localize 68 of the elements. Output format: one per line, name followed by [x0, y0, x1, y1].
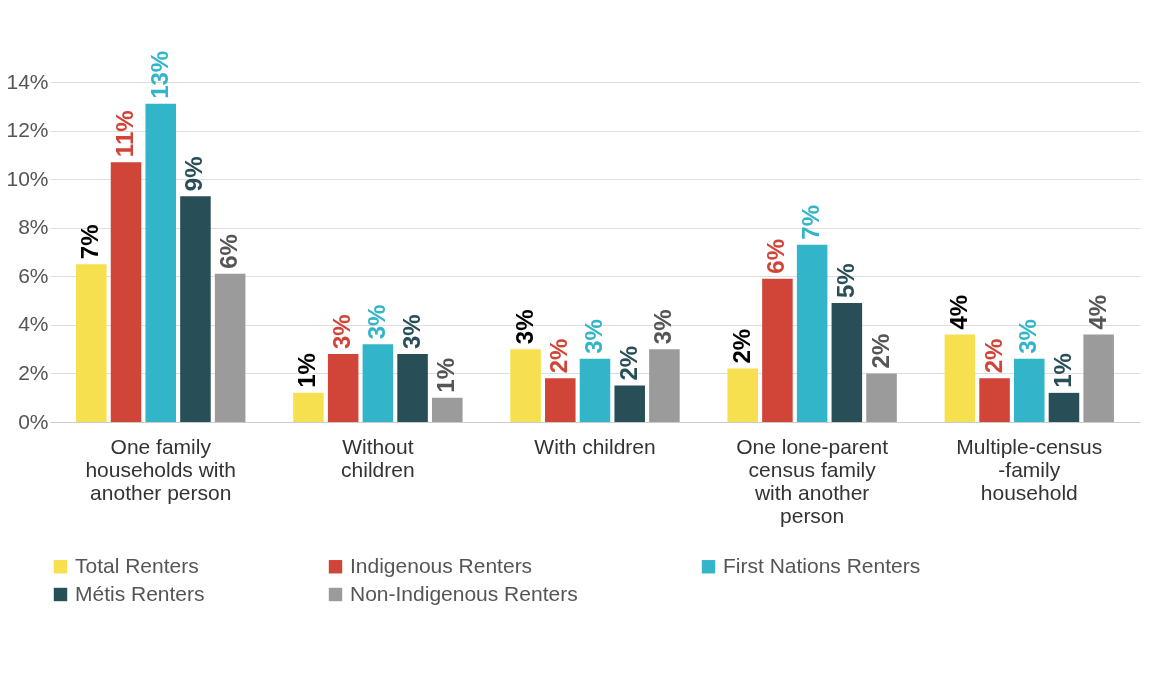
bar	[510, 349, 541, 422]
x-tick-label: With children	[534, 434, 656, 458]
data-label: 1%	[293, 353, 321, 388]
data-label: 13%	[145, 50, 173, 99]
data-label: 2%	[614, 345, 642, 381]
y-tick-label: 0%	[18, 409, 49, 433]
bar	[649, 349, 680, 422]
data-label: 3%	[649, 309, 677, 345]
bar	[1048, 392, 1080, 422]
y-tick-label: 6%	[18, 263, 49, 287]
bar	[579, 358, 611, 422]
bar	[831, 303, 863, 422]
bar	[110, 162, 142, 422]
bar	[944, 334, 976, 422]
data-label: 2%	[866, 333, 894, 369]
bar	[432, 397, 463, 422]
bar	[796, 244, 828, 422]
bar	[214, 273, 246, 422]
data-label: 6%	[215, 234, 243, 269]
bar	[145, 103, 177, 422]
x-tick-label: Without children	[341, 434, 415, 481]
bar	[614, 385, 645, 422]
y-tick-label: 12%	[6, 118, 49, 142]
bar	[1013, 358, 1045, 422]
x-tick-label: Multiple-census -family household	[956, 434, 1103, 504]
bar	[327, 354, 359, 422]
legend-label: First Nations Renters	[723, 553, 921, 577]
x-tick-label: One family households with another person	[85, 434, 237, 504]
bar	[866, 373, 897, 422]
data-label: 11%	[111, 110, 139, 158]
bar	[545, 378, 576, 422]
y-tick-label: 10%	[6, 166, 49, 190]
data-label: 2%	[727, 328, 755, 364]
data-label: 3%	[1014, 319, 1042, 354]
data-label: 9%	[180, 156, 208, 192]
bar	[979, 378, 1010, 422]
y-tick-label: 14%	[6, 69, 49, 93]
y-tick-label: 2%	[18, 360, 49, 384]
legend-label: Métis Renters	[75, 581, 205, 605]
bar	[293, 392, 324, 422]
data-label: 1%	[1048, 353, 1076, 388]
bar	[727, 368, 758, 422]
legend-label: Non-Indigenous Renters	[350, 581, 578, 605]
data-label: 3%	[510, 309, 538, 345]
x-tick-label: One lone-parent census family with another person	[736, 434, 889, 527]
data-label: 5%	[831, 263, 859, 298]
data-label: 2%	[545, 338, 573, 374]
bar	[362, 344, 394, 422]
data-label: 3%	[580, 319, 607, 354]
bar	[76, 264, 107, 422]
bar	[1083, 334, 1114, 422]
y-tick-label: 8%	[18, 215, 49, 239]
bar	[762, 278, 793, 422]
bar	[397, 354, 428, 422]
legend-label: Indigenous Renters	[350, 553, 533, 577]
data-label: 1%	[432, 358, 460, 393]
bar	[180, 196, 211, 422]
data-label: 3%	[328, 314, 356, 349]
data-label: 7%	[76, 224, 104, 260]
data-label: 3%	[362, 304, 390, 340]
legend-label: Total Renters	[75, 553, 199, 577]
data-label: 4%	[944, 294, 972, 330]
data-label: 3%	[397, 314, 425, 349]
data-label: 4%	[1083, 294, 1111, 330]
y-tick-label: 4%	[18, 312, 49, 336]
data-label: 6%	[762, 239, 790, 274]
data-label: 7%	[797, 205, 825, 240]
data-label: 2%	[979, 338, 1007, 374]
